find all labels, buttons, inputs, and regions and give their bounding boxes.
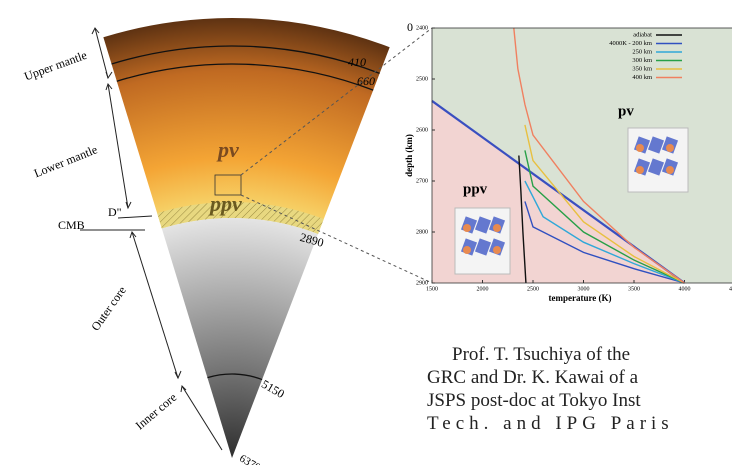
boundary-arc xyxy=(116,63,374,91)
zoom-box xyxy=(214,174,242,196)
arrows xyxy=(80,27,223,451)
atom xyxy=(666,144,674,152)
series-line xyxy=(524,180,685,284)
y-tick-label: 2600 xyxy=(416,127,428,133)
x-axis-label: temperature (K) xyxy=(548,293,611,303)
atom xyxy=(493,246,501,254)
plot-frame xyxy=(431,27,732,284)
y-axis-label: depth (km) xyxy=(404,134,414,177)
atom xyxy=(463,246,471,254)
octahedron xyxy=(474,238,492,256)
layer-label: Outer core xyxy=(88,284,129,334)
series-line xyxy=(518,155,527,284)
atom xyxy=(463,224,471,232)
crystal-inset xyxy=(627,127,689,193)
text-line: Tech. and IPG Paris xyxy=(427,413,674,434)
phase-label: pv xyxy=(216,137,239,162)
legend-label: 4000K - 200 km xyxy=(609,40,652,47)
depth-label: 410 xyxy=(348,55,366,69)
x-tick-label: 2500 xyxy=(527,286,539,292)
d-layer xyxy=(157,202,324,234)
depth-label: 6370 xyxy=(237,452,262,465)
legend-label: 300 km xyxy=(632,57,652,64)
annotation: ppv xyxy=(463,181,488,197)
depth-label: 2890 xyxy=(299,230,326,250)
series-line xyxy=(524,124,685,284)
layer-label: Inner core xyxy=(133,390,180,432)
octahedron xyxy=(647,158,665,176)
layer-label: Lower mantle xyxy=(32,142,99,180)
y-tick-label: 2700 xyxy=(416,178,428,184)
atom xyxy=(636,144,644,152)
mantle xyxy=(103,18,390,234)
series-line xyxy=(513,27,685,284)
text-line: Prof. T. Tsuchiya of the xyxy=(452,344,631,365)
octahedron xyxy=(647,136,665,154)
text-line: JSPS post-doc at Tokyo Inst xyxy=(427,390,641,411)
x-tick-label: 4500 xyxy=(729,286,732,292)
x-tick-label: 2000 xyxy=(477,286,489,292)
layer-label: Upper mantle xyxy=(22,48,88,84)
depth-label: 0 xyxy=(407,20,413,34)
atom xyxy=(666,166,674,174)
layer-label: D" xyxy=(108,205,122,219)
zoom-line xyxy=(240,194,433,284)
y-tick-label: 2400 xyxy=(416,25,428,31)
y-tick-label: 2500 xyxy=(416,76,428,82)
x-tick-label: 1500 xyxy=(426,286,438,292)
y-tick-label: 2800 xyxy=(416,229,428,235)
annotation: pv xyxy=(618,103,634,119)
legend-label: 250 km xyxy=(632,48,652,55)
depth-label: 660 xyxy=(357,74,375,88)
atom xyxy=(493,224,501,232)
y-tick-label: 2900 xyxy=(416,280,428,286)
zoom-line xyxy=(240,27,433,176)
boundary-arc xyxy=(207,373,263,381)
layer-label: CMB xyxy=(58,218,85,232)
legend-label: 350 km xyxy=(632,65,652,72)
series-line xyxy=(524,150,685,284)
text-line: GRC and Dr. K. Kawai of a xyxy=(427,367,639,388)
x-tick-label: 4000 xyxy=(679,286,691,292)
x-tick-label: 3000 xyxy=(578,286,590,292)
depth-label: 5150 xyxy=(259,377,287,401)
atom xyxy=(636,166,644,174)
core xyxy=(161,218,319,458)
x-tick-label: 3500 xyxy=(628,286,640,292)
octahedron xyxy=(474,216,492,234)
series-line xyxy=(524,201,685,284)
boundary-arc xyxy=(111,45,380,74)
legend-label: 400 km xyxy=(632,74,652,81)
legend-label: adiabat xyxy=(633,31,652,38)
